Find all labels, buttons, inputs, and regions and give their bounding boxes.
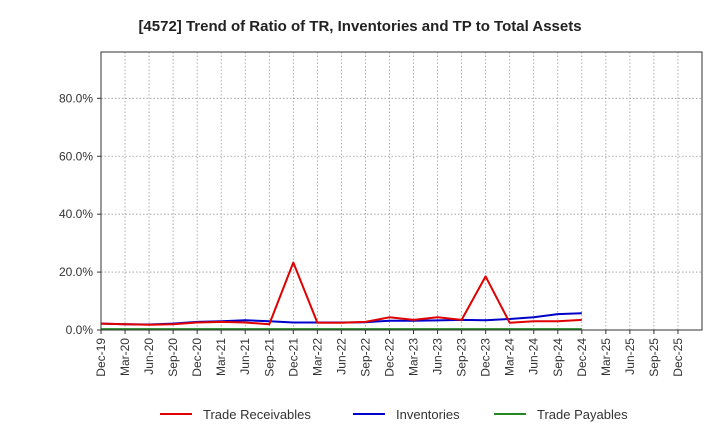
x-tick-label: Sep-22 <box>358 338 372 377</box>
x-tick-label: Mar-24 <box>503 338 517 376</box>
series-line-trade-receivables <box>100 261 582 326</box>
x-tick-label: Jun-20 <box>142 338 156 375</box>
x-tick-label: Mar-22 <box>310 338 324 376</box>
x-tick-label: Dec-23 <box>479 338 493 377</box>
chart-title: [4572] Trend of Ratio of TR, Inventories… <box>138 18 581 35</box>
legend-label-trade-receivables: Trade Receivables <box>203 407 311 422</box>
legend-label-inventories: Inventories <box>396 407 460 422</box>
x-tick-label: Jun-22 <box>334 338 348 375</box>
x-tick-label: Dec-20 <box>190 338 204 377</box>
y-tick-label: 60.0% <box>59 149 93 163</box>
x-tick-label: Sep-23 <box>455 338 469 377</box>
x-tick-label: Sep-24 <box>551 338 565 377</box>
x-tick-label: Sep-25 <box>647 338 661 377</box>
x-tick-label: Jun-23 <box>431 338 445 375</box>
x-tick-label: Sep-21 <box>262 338 276 377</box>
y-tick-label: 40.0% <box>59 207 93 221</box>
plot-area <box>101 52 702 330</box>
x-tick-label: Dec-25 <box>671 338 685 377</box>
y-tick-label: 0.0% <box>66 323 94 337</box>
plot-frame <box>100 51 703 331</box>
x-tick-label: Jun-21 <box>238 338 252 375</box>
y-tick-label: 20.0% <box>59 265 93 279</box>
x-tick-label: Mar-20 <box>118 338 132 376</box>
x-axis: Dec-19 Mar-20 Jun-20 Sep-20 Dec-20 Mar-21 Jun-… <box>94 330 685 377</box>
x-tick-label: Dec-21 <box>286 338 300 377</box>
x-tick-label: Jun-24 <box>527 338 541 375</box>
x-tick-label: Mar-23 <box>407 338 421 376</box>
x-tick-label: Dec-19 <box>94 338 108 377</box>
x-tick-label: Mar-25 <box>599 338 613 376</box>
x-tick-label: Mar-21 <box>214 338 228 376</box>
y-tick-label: 80.0% <box>59 91 93 105</box>
x-tick-label: Dec-24 <box>575 338 589 377</box>
x-tick-label: Sep-20 <box>166 338 180 377</box>
x-tick-label: Dec-22 <box>382 338 396 377</box>
x-tick-label: Jun-25 <box>623 338 637 375</box>
legend: Trade Receivables Inventories Trade Payabl… <box>160 407 628 422</box>
series-lines <box>100 261 582 331</box>
legend-label-trade-payables: Trade Payables <box>537 407 628 422</box>
y-axis: 0.0% 20.0% 40.0% 60.0% 80.0% <box>59 91 101 337</box>
